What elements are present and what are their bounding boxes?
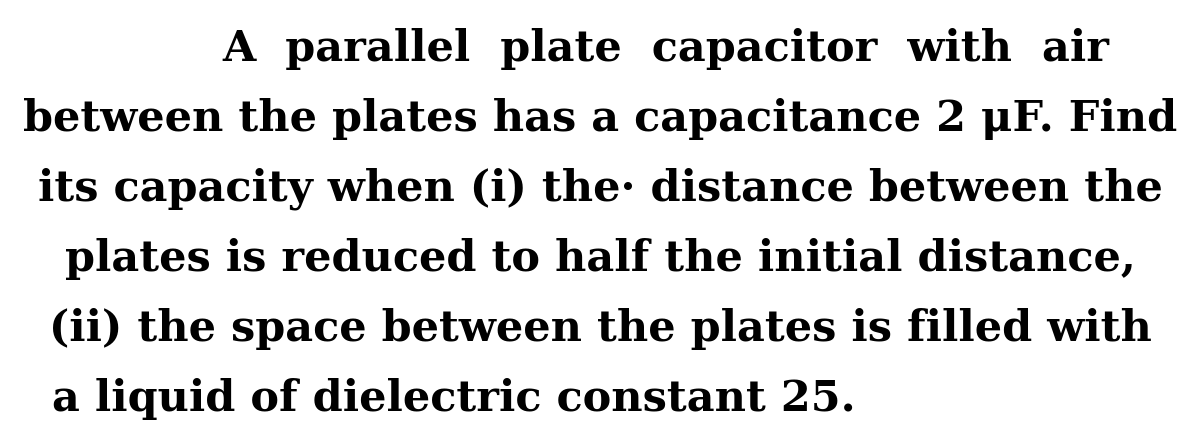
Text: a liquid of dielectric constant 25.: a liquid of dielectric constant 25. [52,377,856,420]
Text: A  parallel  plate  capacitor  with  air: A parallel plate capacitor with air [222,28,1110,70]
Text: plates is reduced to half the initial distance,: plates is reduced to half the initial di… [65,237,1135,280]
Text: its capacity when (i) the· distance between the: its capacity when (i) the· distance betw… [37,167,1163,210]
Text: between the plates has a capacitance 2 μF. Find: between the plates has a capacitance 2 μ… [23,98,1177,140]
Text: (ii) the space between the plates is filled with: (ii) the space between the plates is fil… [48,307,1152,350]
